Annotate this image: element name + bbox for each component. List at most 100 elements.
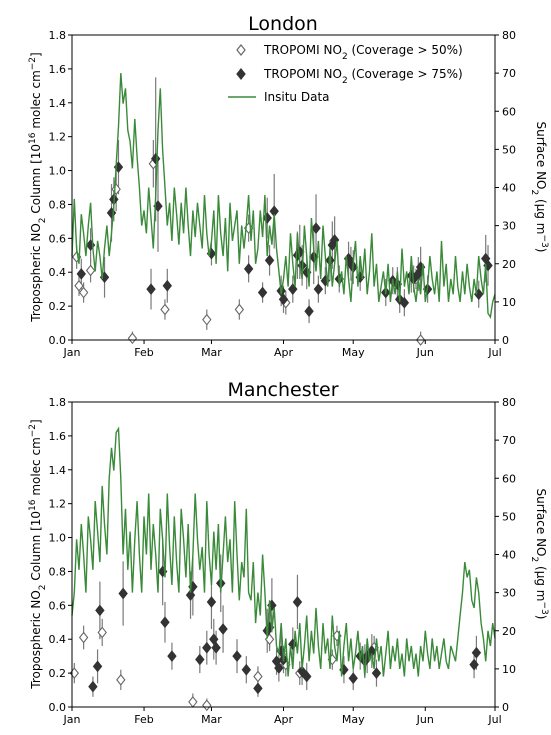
x-tick-label: Jan [63,346,81,359]
right-y-tick-label: 20 [502,625,516,638]
left-y-tick-label: 0.4 [49,266,67,279]
coverage-75-point [241,663,252,676]
coverage-75-point [243,262,254,275]
coverage-75-point [274,662,284,674]
left-y-tick-label: 0.2 [49,667,67,680]
x-tick-label: Jul [487,713,501,726]
chart-title: Manchester [227,379,338,401]
coverage-75-point [95,604,105,617]
coverage-50-point [85,264,96,277]
x-tick-label: Apr [274,713,294,726]
insitu-line [71,73,496,320]
x-tick-label: May [342,346,365,359]
coverage-75-point [211,641,221,654]
coverage-75-point [76,268,87,280]
coverage-75-point [278,293,289,306]
right-y-tick-label: 50 [502,510,516,523]
legend-label-coverage-50: TROPOMI NO2 (Coverage > 50%) [263,43,463,62]
coverage-75-point [311,222,321,235]
coverage-75-point [264,254,275,267]
left-y-tick-label: 1.2 [49,498,67,511]
coverage-75-point [309,251,319,263]
coverage-75-point [160,616,170,629]
right-y-tick-label: 60 [502,472,516,485]
left-y-tick-label: 1.8 [49,29,67,42]
coverage-50-point [74,279,84,292]
left-y-tick-label: 0.0 [49,334,67,347]
coverage-50-point [253,670,263,683]
coverage-75-point [88,680,98,693]
x-tick-label: Apr [274,346,294,359]
right-y-tick-label: 40 [502,549,516,562]
coverage-75-point [292,596,303,608]
left-y-tick-label: 0.0 [49,701,67,714]
london-panel: London Jan Feb Mar Apr May Jun Jul 0.00.20.40.… [28,13,549,359]
right-y-tick-label: 40 [502,182,516,195]
left-y-tick-label: 1.2 [49,131,67,144]
right-y-tick-label: 50 [502,143,516,156]
coverage-75-point [118,587,128,600]
x-axis-ticks: Jan Feb Mar Apr May Jun Jul [63,340,502,359]
right-y-tick-label: 80 [502,29,516,42]
coverage-75-point [288,283,298,296]
left-y-tick-label: 1.6 [49,430,67,443]
left-y-tick-label: 1.0 [49,165,67,178]
right-y-tick-label: 70 [502,67,516,80]
coverage-75-point [471,646,482,659]
coverage-75-point [304,305,314,318]
coverage-75-point [257,286,268,299]
coverage-75-point [92,660,103,673]
x-tick-label: Mar [201,346,222,359]
coverage-50-point [202,313,212,326]
coverage-50-point [234,303,245,316]
legend-filled-marker [236,68,246,80]
legend-label-coverage-75: TROPOMI NO2 (Coverage > 75%) [263,67,463,86]
left-y-tick-label: 0.8 [49,565,67,578]
x-tick-label: May [342,713,365,726]
right-y-tick-label: 80 [502,396,516,409]
right-y-tick-label: 30 [502,220,516,233]
coverage-50-point [78,286,89,299]
x-axis-ticks: Jan Feb Mar Apr May Jun Jul [63,707,502,726]
coverage-75-point [469,658,479,671]
coverage-50-point [116,674,126,686]
left-axis-ticks: 0.0 0.2 0.4 0.6 0.8 1.0 1.2 1.4 1.6 1.8 [49,396,72,714]
right-y-tick-label: 10 [502,663,516,676]
left-y-tick-label: 0.6 [49,232,67,245]
coverage-75-point [195,653,205,666]
insitu-line [71,426,496,677]
right-axis-ticks: 0 10 20 30 40 50 60 70 80 [495,396,516,714]
right-y-tick-label: 20 [502,258,516,271]
right-axis-ticks: 0 10 20 30 40 50 60 70 80 [495,29,516,347]
left-y-tick-label: 1.0 [49,532,67,545]
right-y-tick-label: 70 [502,434,516,447]
right-y-tick-label: 0 [502,701,509,714]
x-tick-label: Jul [487,346,501,359]
legend-open-marker [236,44,246,56]
coverage-75-point [399,296,410,309]
chart-title: London [248,13,318,35]
left-y-tick-label: 1.8 [49,396,67,409]
x-tick-label: Jun [416,346,434,359]
coverage-75-point [146,283,156,296]
left-y-tick-label: 0.2 [49,300,67,313]
coverage-50-point [97,626,107,639]
x-tick-label: Jun [416,713,434,726]
coverage-50-point [202,699,212,712]
left-y-tick-label: 0.8 [49,198,67,211]
x-tick-label: Feb [134,713,153,726]
coverage-75-point [202,641,212,654]
coverage-75-point [313,283,324,296]
coverage-75-point [302,670,312,683]
left-y-tick-label: 1.4 [49,464,67,477]
x-tick-label: Mar [201,713,222,726]
left-y-tick-label: 0.6 [49,599,67,612]
coverage-75-point [371,667,382,679]
coverage-50-point [160,303,170,316]
coverage-75-point [232,650,242,663]
right-y-tick-label: 60 [502,105,516,118]
right-y-tick-label: 10 [502,296,516,309]
coverage-75-point [206,596,217,608]
left-y-tick-label: 0.4 [49,633,67,646]
